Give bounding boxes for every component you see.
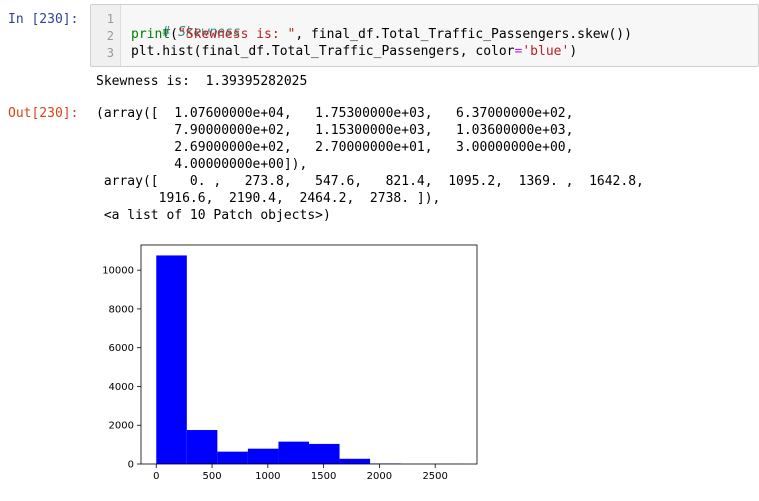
code-comment: # Skewness [162, 25, 241, 40]
x-tick-label: 2000 [367, 471, 392, 482]
input-prompt: In [230]: [8, 12, 79, 27]
code-builtin: print [131, 27, 171, 42]
code-string: 'blue' [522, 44, 570, 59]
x-tick-label: 500 [203, 471, 222, 482]
histogram-bar [247, 448, 279, 464]
histogram-bar [156, 255, 187, 464]
code-string: "Skewness is: " [177, 27, 296, 42]
code-line-1: # Skewness [131, 10, 241, 55]
code-operator: = [514, 44, 523, 59]
output-line: 4.00000000e+00]), [96, 157, 308, 172]
stdout-text: Skewness is: 1.39395282025 [96, 74, 308, 89]
output-line: array([ 0. , 273.8, 547.6, 821.4, 1095.2… [96, 174, 644, 189]
x-tick-label: 0 [153, 471, 159, 482]
output-line: 1916.6, 2190.4, 2464.2, 2738. ]), [96, 191, 441, 206]
line-number: 3 [106, 46, 114, 60]
code-line-2: print("Skewness is: ", final_df.Total_Tr… [131, 27, 632, 42]
line-number: 1 [106, 12, 114, 26]
output-line: (array([ 1.07600000e+04, 1.75300000e+03,… [96, 106, 574, 121]
y-tick-label: 4000 [109, 382, 134, 393]
x-tick-label: 1500 [311, 471, 336, 482]
line-number: 2 [106, 29, 114, 43]
y-tick-label: 10000 [102, 266, 134, 277]
code-line-3: plt.hist(final_df.Total_Traffic_Passenge… [131, 44, 577, 59]
code-text: ( [170, 27, 178, 42]
output-prompt: Out[230]: [8, 106, 79, 121]
histogram-bar [186, 430, 218, 464]
line-number-gutter: 1 2 3 [91, 5, 121, 66]
output-line: 2.69000000e+02, 2.70000000e+01, 3.000000… [96, 140, 574, 155]
code-text: plt.hist(final_df.Total_Traffic_Passenge… [131, 44, 515, 59]
y-tick-label: 0 [128, 460, 134, 471]
code-cell-editor[interactable]: 1 2 3 # Skewness print("Skewness is: ", … [90, 4, 759, 67]
output-line: <a list of 10 Patch objects>) [96, 208, 331, 223]
y-tick-label: 6000 [109, 343, 134, 354]
y-tick-label: 2000 [109, 421, 134, 432]
output-line: 7.90000000e+02, 1.15300000e+03, 1.036000… [96, 123, 574, 138]
code-text: ) [569, 44, 578, 59]
plot-frame [140, 244, 478, 465]
histogram-bar [309, 443, 340, 464]
histogram-bar [339, 458, 371, 464]
x-tick-label: 2500 [422, 471, 447, 482]
code-text: , final_df.Total_Traffic_Passengers.skew… [295, 27, 632, 42]
y-tick-label: 8000 [109, 304, 134, 315]
x-tick-label: 1000 [255, 471, 280, 482]
histogram-bar [217, 451, 248, 464]
histogram-bar [278, 441, 309, 464]
